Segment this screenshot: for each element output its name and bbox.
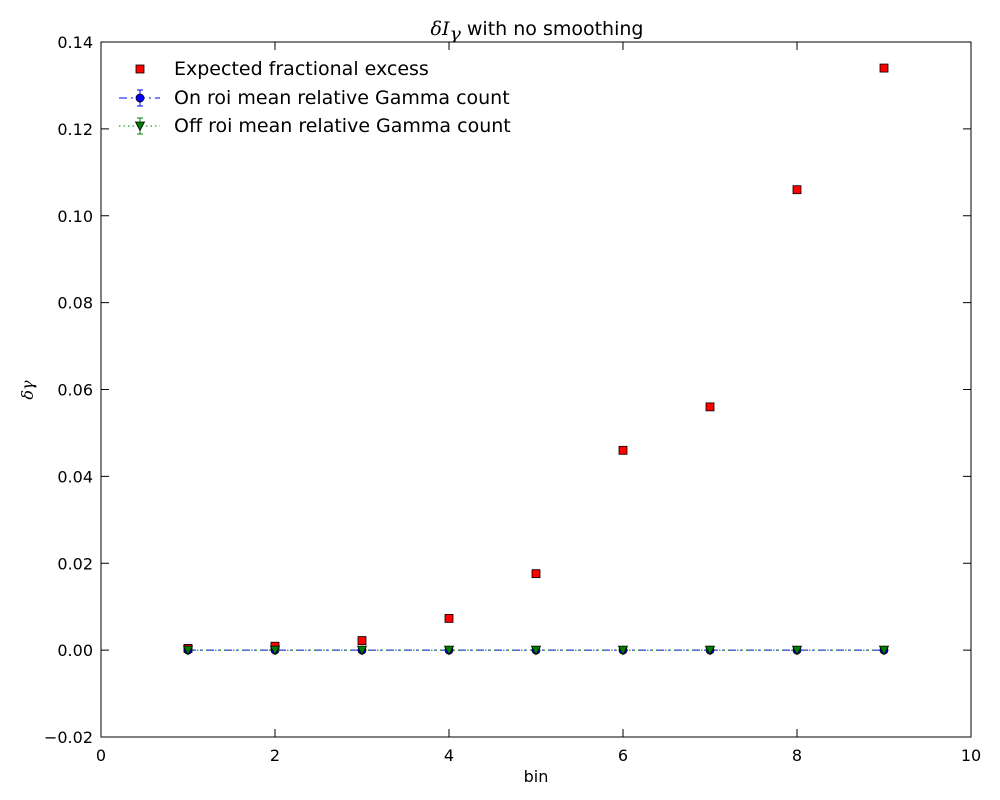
y-tick-label: 0.08 — [57, 294, 93, 313]
data-point — [879, 63, 889, 73]
data-point — [878, 645, 890, 656]
x-tick-label: 8 — [792, 746, 802, 765]
x-tick-label: 10 — [961, 746, 981, 765]
data-point — [269, 645, 281, 656]
data-point — [531, 569, 541, 579]
x-tick-label: 4 — [444, 746, 454, 765]
x-tick-label: 2 — [270, 746, 280, 765]
series-layer — [182, 63, 890, 656]
y-tick-label: −0.02 — [44, 728, 93, 747]
legend-label: Expected fractional excess — [174, 58, 429, 80]
legend-entry: Off roi mean relative Gamma count — [119, 115, 511, 137]
data-point — [356, 645, 368, 656]
ticks-layer: 0 2 4 6 8 10 −0.02 0.00 0.02 0.04 0.06 0.08 0.10 0.12… — [44, 33, 981, 765]
data-point — [443, 645, 455, 656]
legend: Expected fractional excess On roi mean re… — [119, 58, 511, 137]
legend-marker — [135, 64, 145, 74]
y-tick-label: 0.02 — [57, 554, 93, 573]
data-point — [617, 645, 629, 656]
chart-title-subscript: γ — [449, 23, 461, 45]
y-tick-label: 0.12 — [57, 120, 93, 139]
legend-entry: On roi mean relative Gamma count — [119, 87, 510, 109]
x-tick-label: 0 — [96, 746, 106, 765]
chart-title-text: with no smoothing — [461, 18, 644, 40]
data-point — [444, 614, 454, 623]
legend-marker — [135, 93, 145, 103]
legend-label: Off roi mean relative Gamma count — [174, 115, 511, 137]
legend-marker — [134, 121, 146, 132]
chart-title-math: δI — [431, 18, 450, 40]
y-tick-label: 0.06 — [57, 381, 93, 400]
plot-area — [101, 42, 971, 737]
legend-entry: Expected fractional excess — [135, 58, 429, 80]
legend-label: On roi mean relative Gamma count — [174, 87, 510, 109]
x-tick-label: 6 — [618, 746, 628, 765]
y-tick-label: 0.00 — [57, 641, 93, 660]
data-point — [705, 402, 715, 412]
y-tick-label: 0.10 — [57, 207, 93, 226]
series-2 — [182, 645, 890, 656]
data-point — [182, 645, 194, 656]
y-axis-label: δγ — [18, 380, 37, 400]
data-point — [791, 645, 803, 656]
x-axis-label: bin — [524, 767, 549, 786]
chart-title: δIγ with no smoothing — [431, 18, 644, 45]
data-point — [357, 636, 367, 645]
data-point — [530, 645, 542, 656]
data-point — [704, 645, 716, 656]
y-tick-label: 0.14 — [57, 33, 93, 52]
plot-frame — [100, 41, 972, 738]
y-tick-label: 0.04 — [57, 467, 93, 486]
data-point — [792, 185, 802, 195]
data-point — [618, 445, 628, 455]
